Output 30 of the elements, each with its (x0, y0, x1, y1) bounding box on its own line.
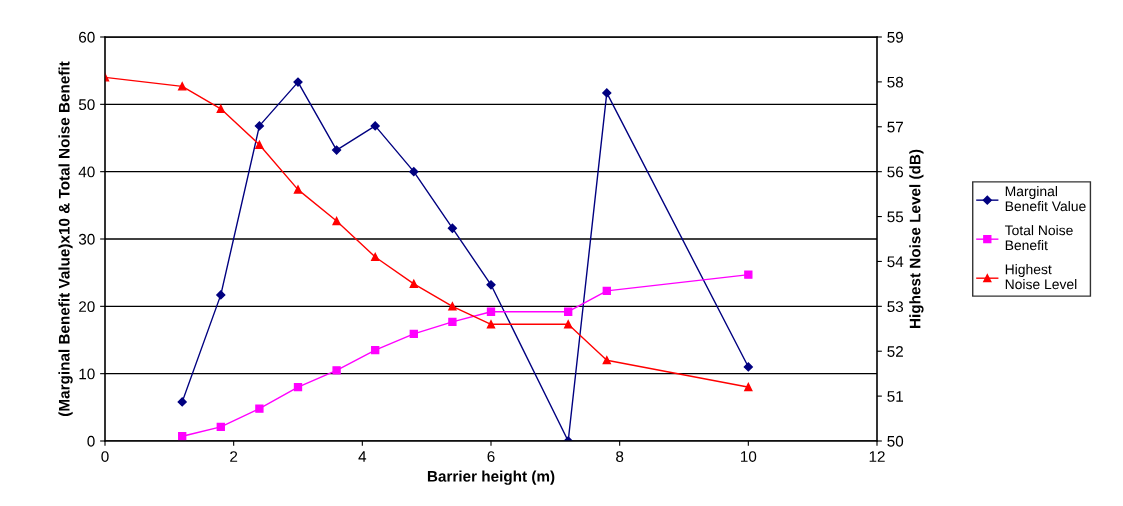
x-tick-label: 10 (741, 451, 757, 462)
x-axis-title: Barrier height (m) (427, 470, 555, 485)
y2-tick-label: 54 (887, 256, 904, 268)
y-tick-label: 0 (87, 435, 95, 447)
legend-label: Marginal Benefit Value (1005, 186, 1086, 212)
y-tick-label: 30 (78, 233, 95, 245)
y2-tick-label: 58 (887, 76, 904, 88)
x-tick-label: 0 (101, 451, 109, 462)
x-tick-label: 12 (869, 451, 885, 462)
y2-axis-title: Highest Noise Level (dB) (909, 149, 924, 328)
y2-tick-label: 51 (887, 391, 903, 402)
y2-tick-label: 55 (887, 211, 904, 223)
x-tick-label: 2 (230, 451, 238, 462)
y2-tick-label: 59 (887, 31, 903, 43)
y2-tick-label: 57 (887, 121, 903, 133)
y2-tick-label: 50 (887, 435, 904, 447)
y-tick-label: 10 (79, 368, 95, 380)
y2-tick-label: 56 (887, 166, 904, 178)
y-tick-label: 60 (79, 31, 95, 43)
x-tick-label: 8 (616, 451, 624, 462)
x-tick-label: 6 (487, 451, 495, 462)
legend-label: Total Noise Benefit (1004, 225, 1073, 251)
x-tick-label: 4 (358, 451, 367, 462)
y-tick-label: 20 (79, 301, 95, 313)
y2-tick-label: 53 (887, 301, 904, 313)
y-tick-label: 50 (78, 99, 95, 111)
y-axis-title: (Marginal Benefit Value)x10 & Total Noise Benefit (58, 61, 73, 416)
y-tick-label: 40 (78, 166, 95, 178)
y2-tick-label: 52 (887, 346, 903, 357)
legend-label: Highest Noise Level (1005, 264, 1077, 290)
